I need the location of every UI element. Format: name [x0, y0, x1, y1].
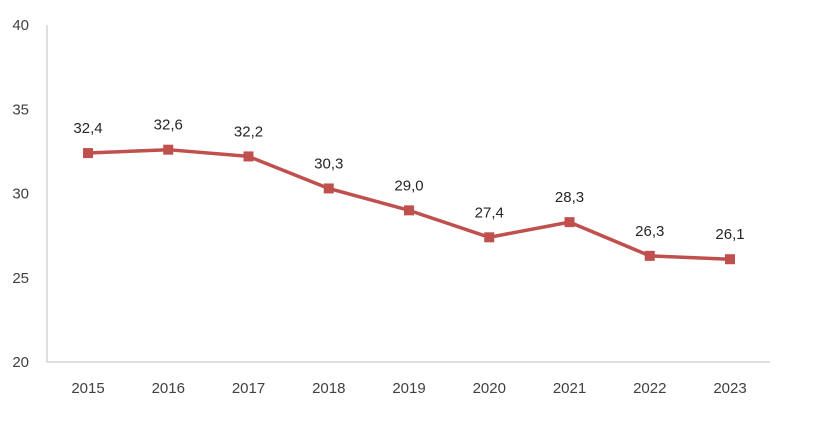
x-tick-label: 2015 — [71, 380, 104, 397]
y-tick-labels: 20 25 30 35 40 — [12, 17, 29, 371]
axes — [46, 25, 770, 363]
x-tick-label: 2017 — [232, 380, 265, 397]
data-point-marker — [83, 148, 93, 159]
x-tick-label: 2021 — [553, 380, 586, 397]
x-tick-labels: 2015 2016 2017 2018 2019 2020 2021 2022 2023 — [71, 380, 746, 397]
data-label: 27,4 — [475, 204, 504, 221]
x-tick-label: 2022 — [633, 380, 666, 397]
data-label: 28,3 — [555, 189, 584, 206]
data-label: 32,6 — [154, 117, 183, 134]
x-tick-label: 2019 — [392, 380, 425, 397]
x-tick-label: 2023 — [713, 380, 746, 397]
x-tick-label: 2016 — [152, 380, 185, 397]
x-tick-label: 2018 — [312, 380, 345, 397]
data-point-marker — [404, 205, 414, 216]
data-point-marker — [644, 250, 655, 261]
y-tick-label: 25 — [12, 270, 29, 287]
data-label: 32,4 — [73, 120, 102, 137]
data-label: 26,1 — [715, 226, 744, 243]
data-point-marker — [484, 232, 495, 243]
y-tick-label: 30 — [12, 186, 29, 203]
data-point-marker — [323, 183, 334, 194]
data-point-marker — [163, 144, 174, 155]
data-labels: 32,4 32,6 32,2 30,3 29,0 27,4 28,3 26,3 26,1 — [73, 117, 744, 244]
data-point-marker — [243, 151, 254, 162]
data-label: 29,0 — [394, 177, 423, 194]
y-tick-label: 40 — [12, 17, 29, 34]
data-label: 32,2 — [234, 123, 263, 140]
series-line — [87, 147, 731, 261]
series-group — [83, 144, 735, 265]
x-tick-label: 2020 — [473, 380, 506, 397]
data-point-marker — [564, 217, 575, 228]
data-label: 26,3 — [635, 223, 664, 240]
data-point-marker — [725, 254, 735, 265]
y-tick-label: 20 — [12, 354, 29, 371]
y-tick-label: 35 — [12, 101, 29, 118]
data-label: 30,3 — [314, 155, 343, 172]
